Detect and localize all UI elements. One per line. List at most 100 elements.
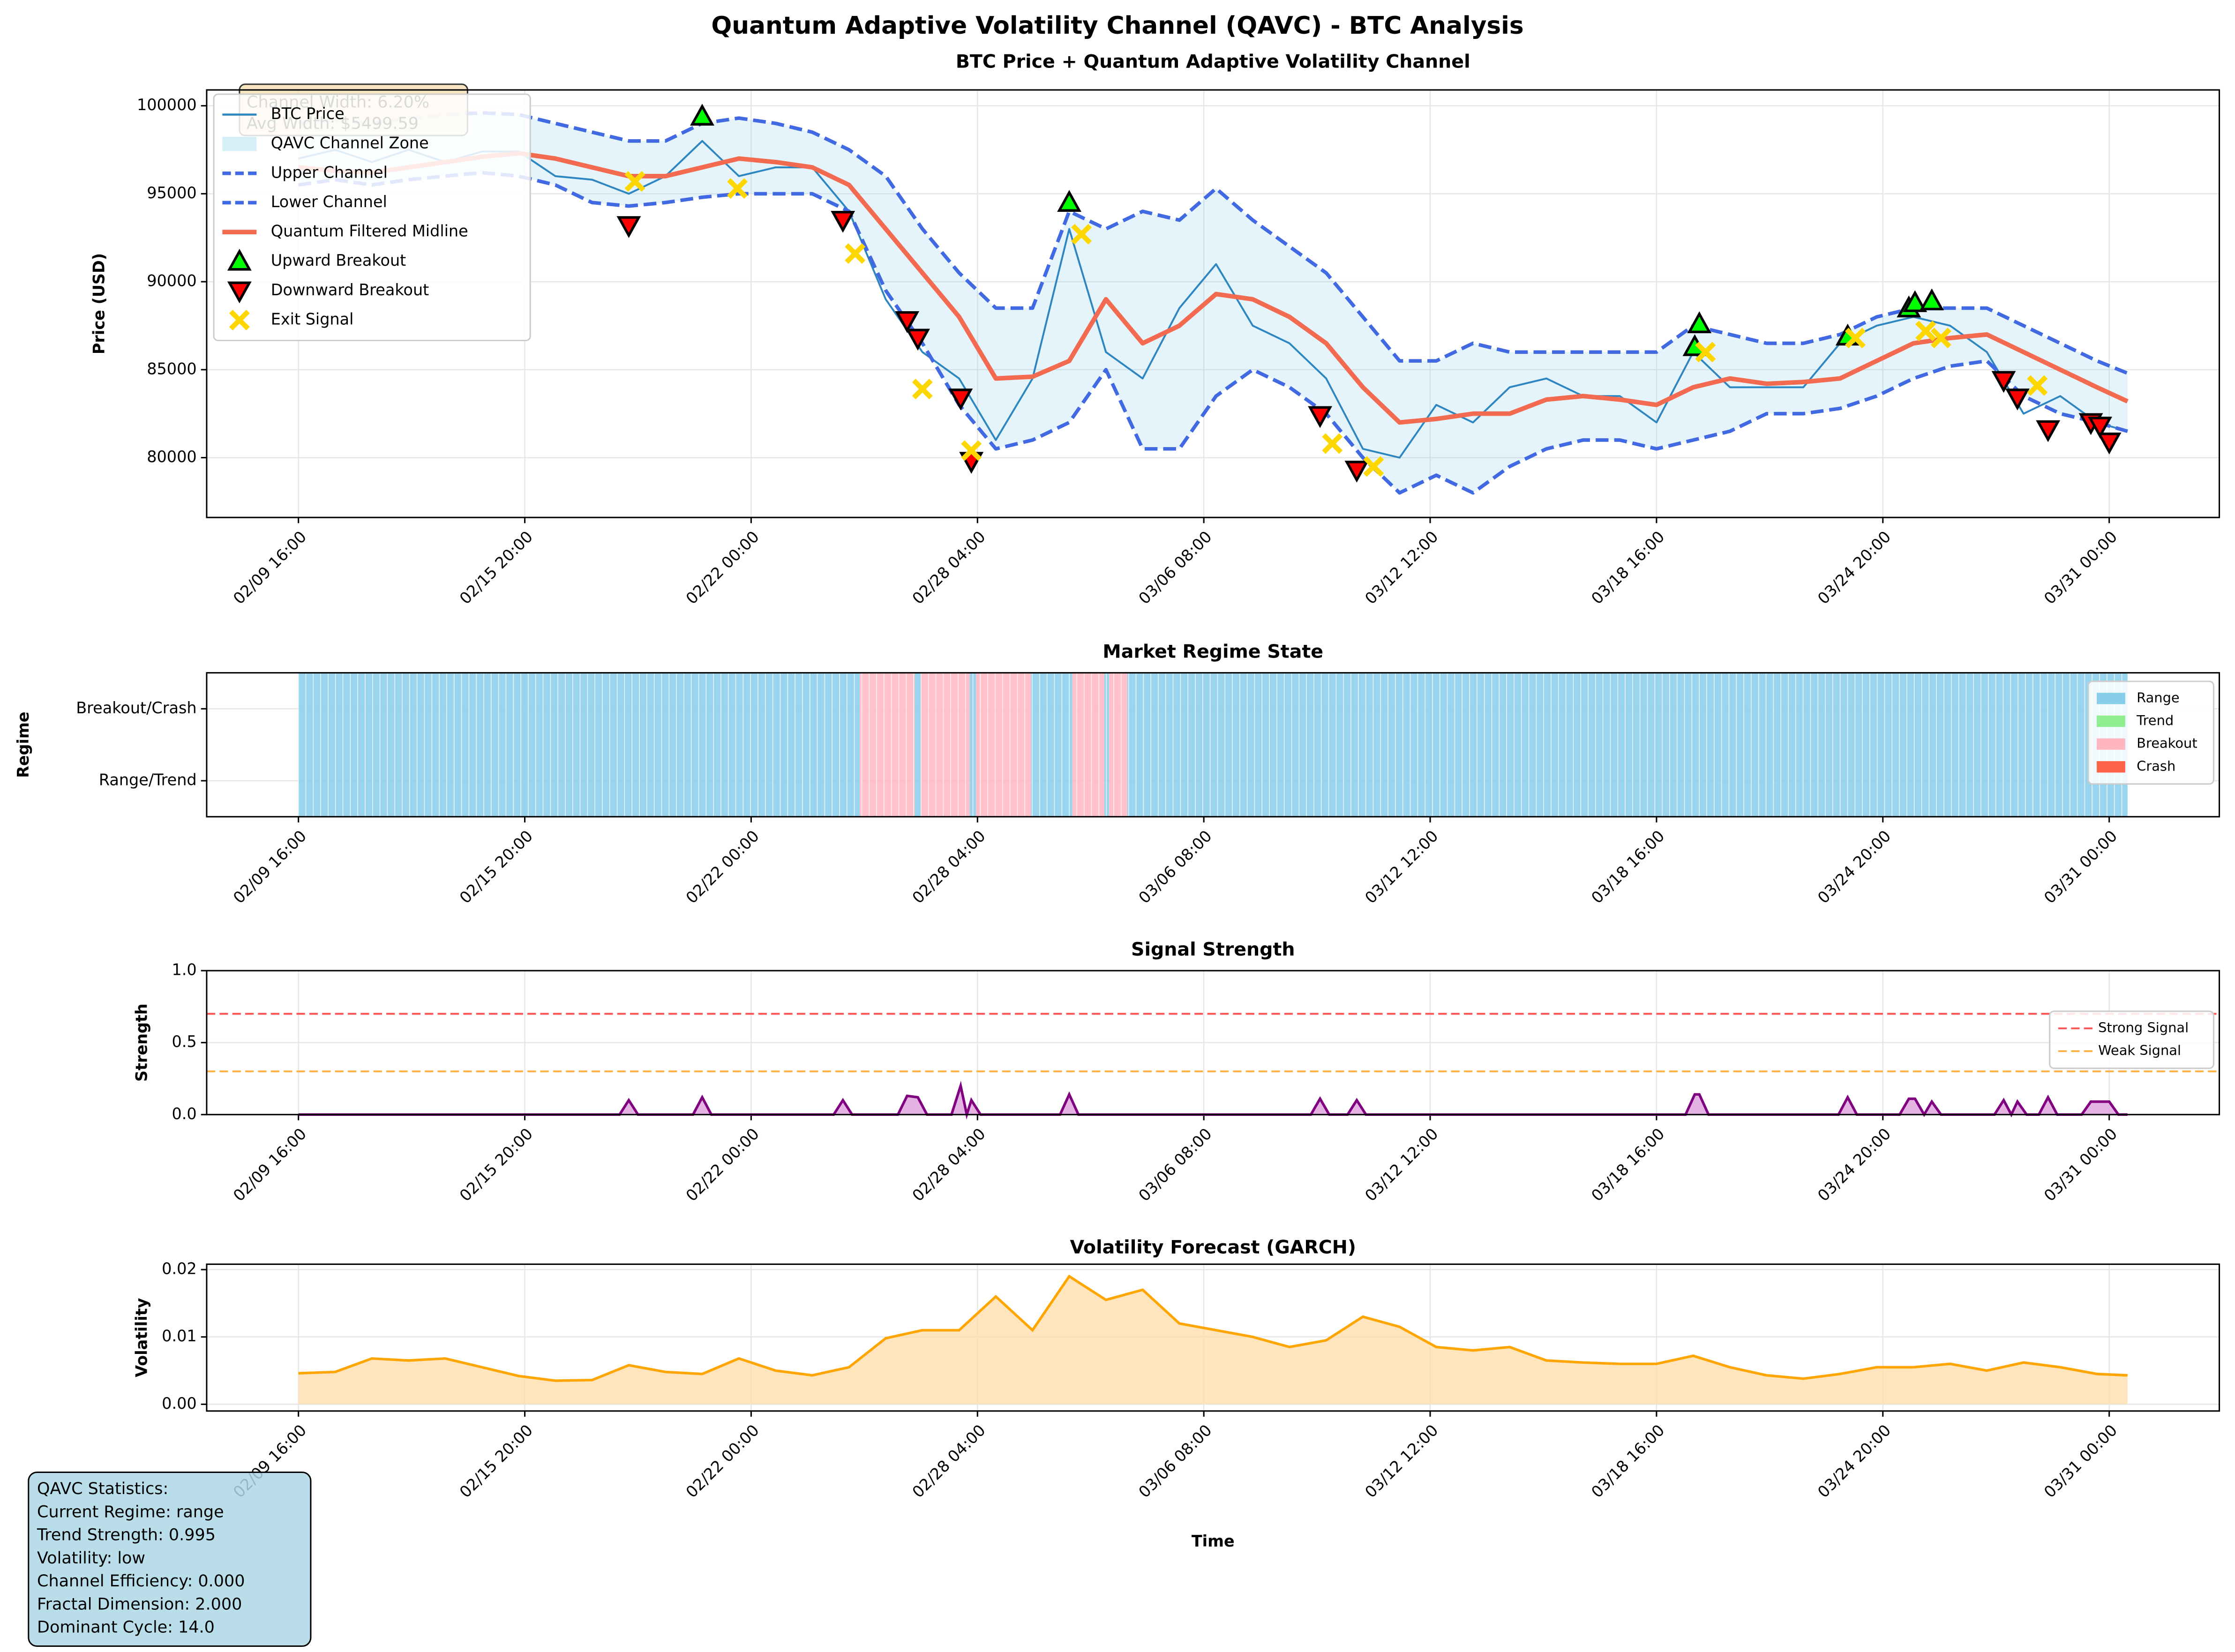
y-tick-label: 0.5 xyxy=(172,1032,196,1051)
signal-marker xyxy=(690,104,714,126)
signal-marker xyxy=(948,389,973,411)
y-axis-label: Strength xyxy=(133,1003,151,1082)
figure-title: Quantum Adaptive Volatility Channel (QAV… xyxy=(711,12,1523,40)
y-tick-label: 80000 xyxy=(147,448,196,466)
legend-label: Trend xyxy=(2136,712,2174,728)
legend-swatch xyxy=(2097,693,2125,704)
regime-span xyxy=(921,673,970,817)
legend-label: QAVC Channel Zone xyxy=(271,134,429,152)
signal-marker xyxy=(845,243,866,264)
signal-marker xyxy=(727,178,748,199)
stats-box xyxy=(28,1471,312,1647)
signal-marker xyxy=(912,379,933,400)
y-tick-label: Range/Trend xyxy=(99,770,197,789)
signal-marker xyxy=(1930,328,1951,349)
legend-label: BTC Price xyxy=(271,105,345,123)
regime-span xyxy=(1127,673,2128,817)
chart-title: Volatility Forecast (GARCH) xyxy=(1070,1237,1356,1258)
y-tick-label: 95000 xyxy=(147,184,196,202)
signal-marker xyxy=(1363,456,1384,477)
signal-marker xyxy=(1915,321,1936,342)
stats-line: Fractal Dimension: 2.000 xyxy=(37,1595,242,1614)
signal-marker xyxy=(1695,342,1716,363)
signal-marker xyxy=(2005,389,2030,411)
signal-marker xyxy=(624,171,645,192)
signal-marker xyxy=(831,210,855,233)
signal-marker xyxy=(2088,417,2113,439)
signal-marker xyxy=(895,311,920,333)
legend-swatch xyxy=(2097,738,2125,750)
area-fill xyxy=(298,1276,2128,1405)
y-tick-label: 0.00 xyxy=(162,1394,196,1413)
stats-line: Dominant Cycle: 14.0 xyxy=(37,1618,215,1637)
signal-marker xyxy=(1322,433,1343,454)
legend-swatch xyxy=(227,281,252,304)
regime-span xyxy=(1109,673,1128,817)
axes-frame xyxy=(206,970,2220,1115)
signal-marker xyxy=(616,216,641,238)
signal-marker xyxy=(961,440,982,461)
legend-label: Weak Signal xyxy=(2098,1042,2181,1058)
legend-box xyxy=(2087,680,2214,785)
legend-swatch xyxy=(229,310,250,331)
area-line xyxy=(298,1274,2128,1382)
legend-swatch xyxy=(222,136,257,151)
y-tick-label: 0.01 xyxy=(162,1327,196,1345)
y-axis-label: Price (USD) xyxy=(90,253,108,354)
signal-marker xyxy=(1071,224,1092,245)
legend-swatch xyxy=(2097,761,2125,773)
signal-marker xyxy=(1920,288,1944,311)
signal-marker xyxy=(2027,375,2048,396)
y-tick-label: Breakout/Crash xyxy=(76,699,196,717)
legend-label: Range xyxy=(2137,689,2180,705)
legend-label: Quantum Filtered Midline xyxy=(271,222,468,240)
chart-title: Signal Strength xyxy=(1131,939,1295,960)
legend-label: Breakout xyxy=(2137,735,2198,751)
legend-label: Crash xyxy=(2137,758,2175,774)
signal-marker xyxy=(1845,328,1866,349)
stats-line: Volatility: low xyxy=(37,1549,145,1568)
y-axis-label: Regime xyxy=(14,712,32,778)
series-line xyxy=(298,140,2128,459)
regime-span xyxy=(298,673,860,817)
signal-marker xyxy=(1687,311,1712,333)
signal-marker xyxy=(2097,432,2122,455)
legend-label: Lower Channel xyxy=(271,193,387,211)
signal-marker xyxy=(1308,406,1333,428)
regime-span xyxy=(1031,673,1072,817)
signal-marker xyxy=(1057,190,1081,212)
y-tick-label: 1.0 xyxy=(172,961,196,979)
stats-line: Trend Strength: 0.995 xyxy=(37,1526,216,1545)
legend-label: Downward Breakout xyxy=(271,281,429,299)
series-line xyxy=(298,111,2129,375)
signal-marker xyxy=(1344,461,1369,483)
signal-marker xyxy=(906,329,930,351)
stats-line: Channel Efficiency: 0.000 xyxy=(37,1572,245,1591)
legend-label: Upward Breakout xyxy=(271,251,406,269)
y-tick-label: 90000 xyxy=(147,272,196,290)
y-tick-label: 0.0 xyxy=(172,1105,196,1123)
stats-line: Current Regime: range xyxy=(37,1502,224,1521)
axes-frame xyxy=(206,672,2220,818)
axes-frame xyxy=(206,1263,2220,1412)
legend-label: Strong Signal xyxy=(2098,1019,2189,1035)
stats-line: QAVC Statistics: xyxy=(37,1480,168,1498)
y-tick-label: 85000 xyxy=(147,359,196,378)
y-axis-label: Volatility xyxy=(133,1298,151,1377)
regime-span xyxy=(976,673,1031,817)
area-line xyxy=(298,1081,2128,1120)
series-line xyxy=(298,151,2129,425)
legend-label: Upper Channel xyxy=(271,163,388,181)
y-tick-label: 0.02 xyxy=(162,1260,196,1278)
legend-swatch xyxy=(227,248,252,271)
legend-label: Exit Signal xyxy=(271,310,354,329)
series-line xyxy=(298,171,2128,495)
y-tick-label: 100000 xyxy=(137,96,197,114)
legend-box xyxy=(213,93,531,342)
signal-marker xyxy=(2036,420,2061,442)
chart-title: BTC Price + Quantum Adaptive Volatility … xyxy=(956,51,1470,73)
axes-frame xyxy=(206,89,2220,518)
chart-title: Market Regime State xyxy=(1102,641,1323,663)
